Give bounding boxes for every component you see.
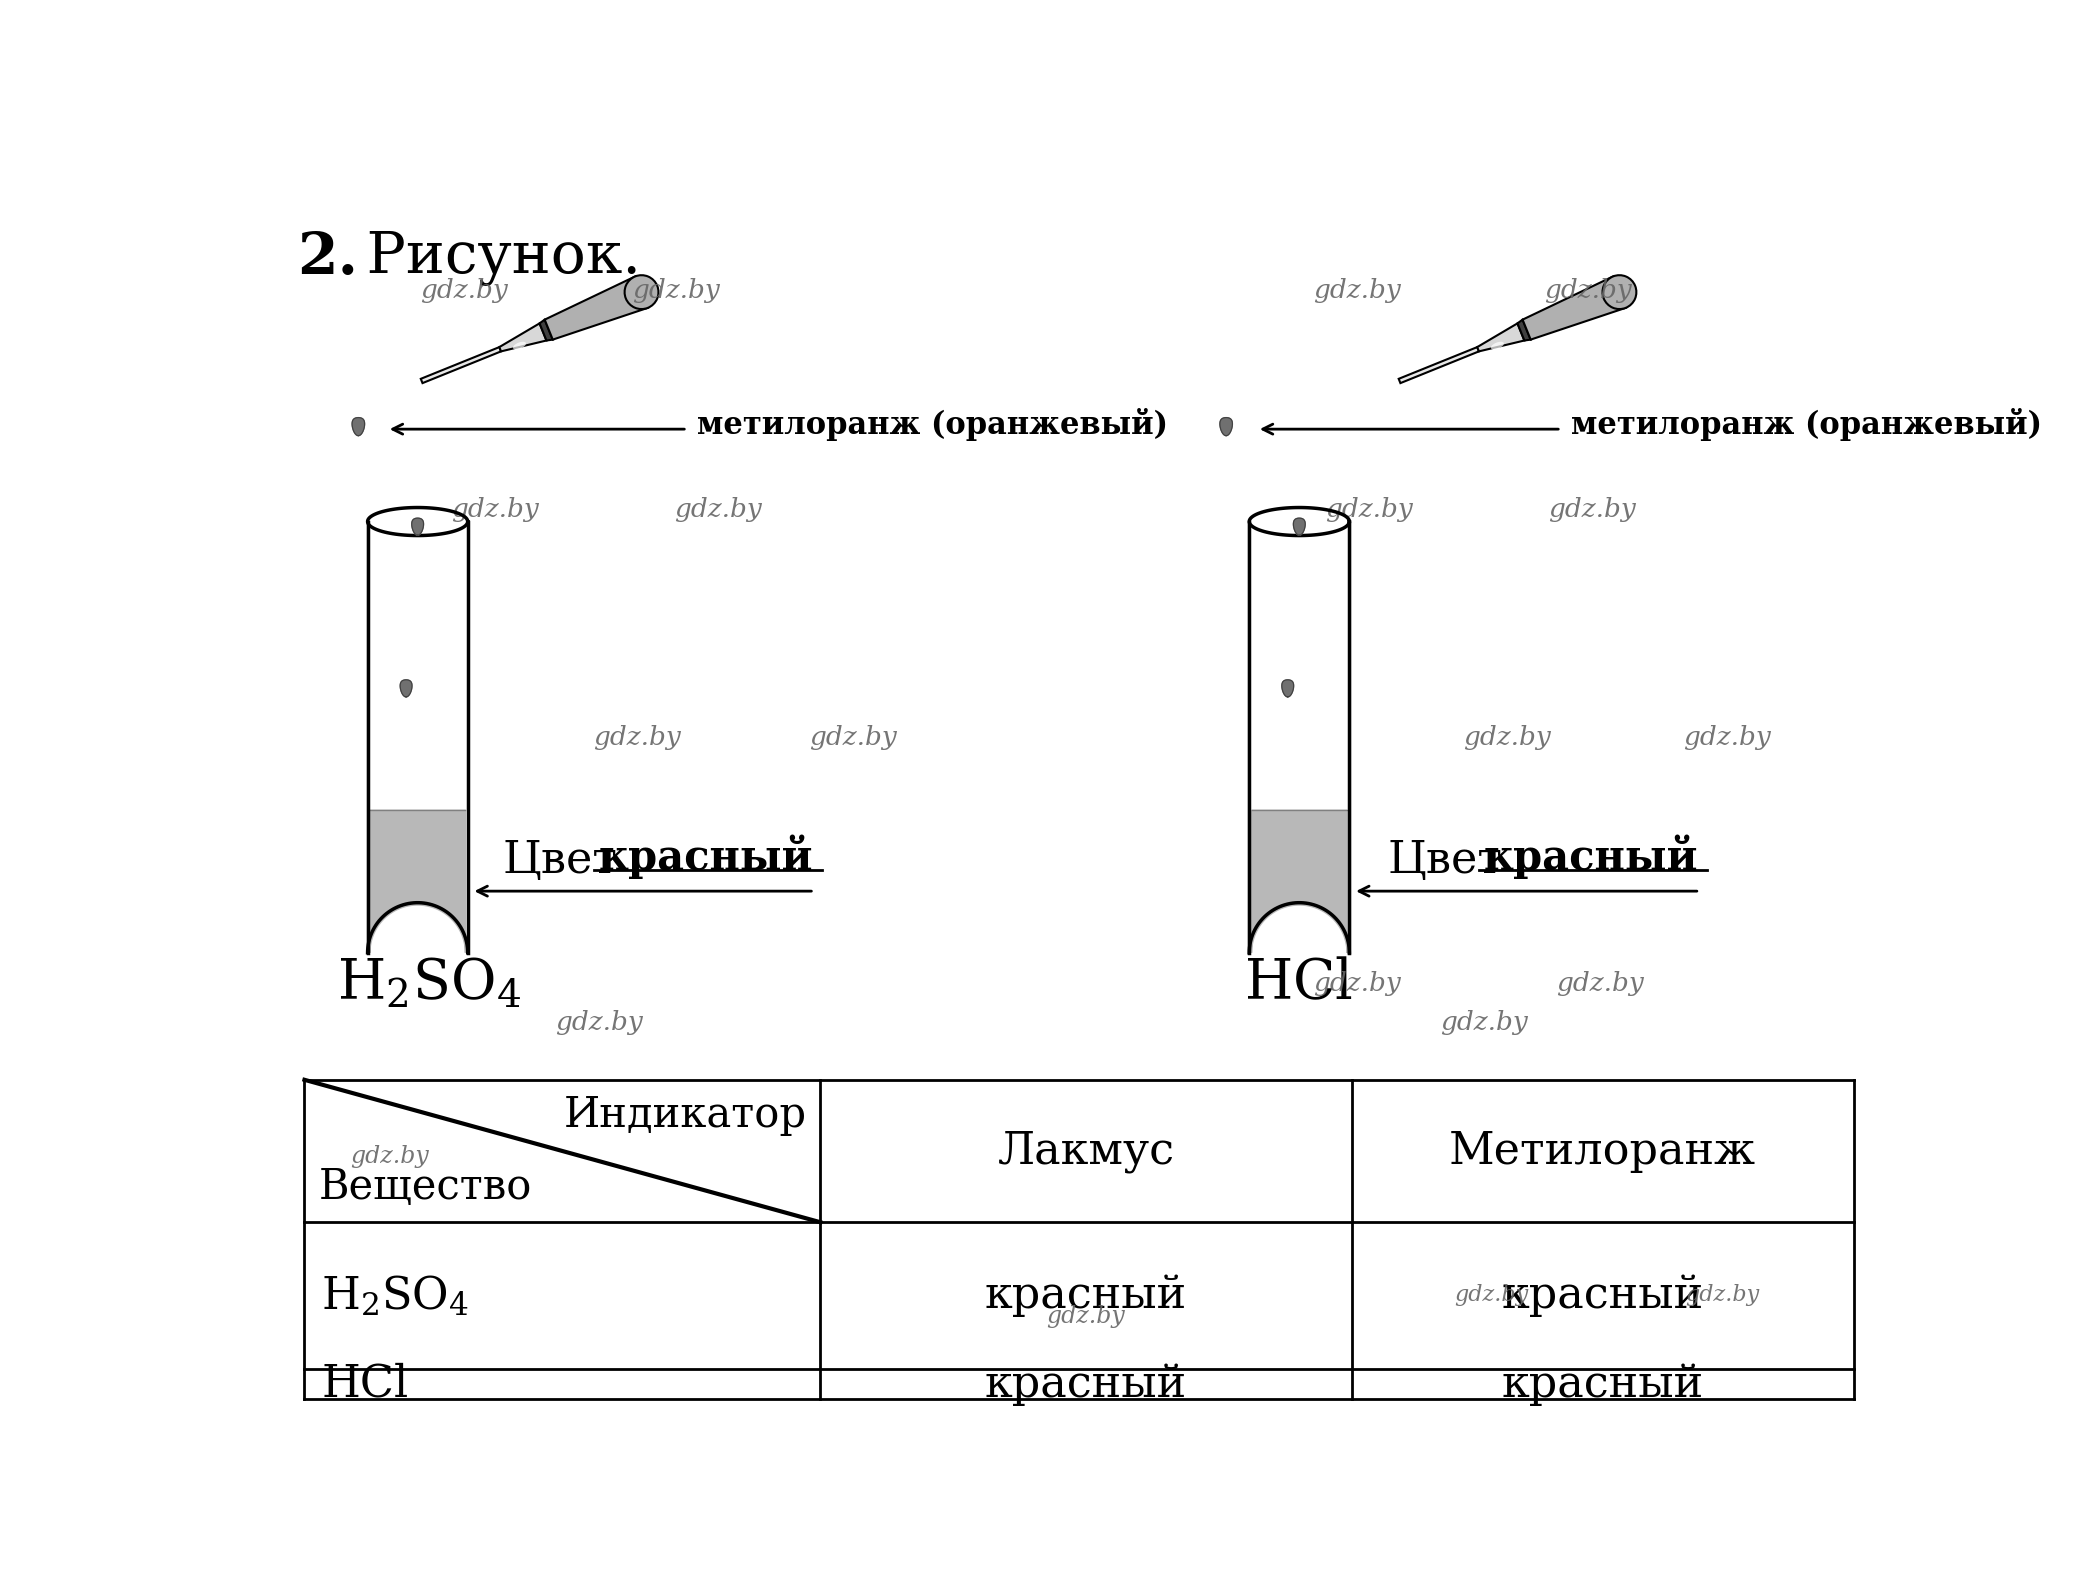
Polygon shape bbox=[499, 324, 545, 351]
Ellipse shape bbox=[625, 275, 659, 309]
Polygon shape bbox=[539, 319, 552, 341]
Text: метилоранж (оранжевый): метилоранж (оранжевый) bbox=[697, 408, 1169, 441]
Polygon shape bbox=[1399, 348, 1479, 382]
Text: Цвет: Цвет bbox=[501, 840, 617, 882]
Ellipse shape bbox=[1603, 275, 1636, 309]
Text: gdz.by: gdz.by bbox=[1313, 278, 1401, 303]
Text: красный: красный bbox=[1502, 1274, 1704, 1317]
Text: gdz.by: gdz.by bbox=[451, 497, 539, 522]
Text: Индикатор: Индикатор bbox=[564, 1093, 806, 1136]
Text: красный: красный bbox=[1502, 1362, 1704, 1406]
Text: gdz.by: gdz.by bbox=[350, 1146, 428, 1168]
Text: gdz.by: gdz.by bbox=[420, 278, 508, 303]
Ellipse shape bbox=[1492, 341, 1504, 349]
Polygon shape bbox=[1253, 811, 1347, 952]
Polygon shape bbox=[545, 276, 648, 340]
Polygon shape bbox=[401, 679, 411, 697]
Text: gdz.by: gdz.by bbox=[1557, 971, 1643, 997]
Text: Вещество: Вещество bbox=[319, 1166, 531, 1208]
Text: gdz.by: gdz.by bbox=[1462, 725, 1550, 749]
Text: красный: красный bbox=[984, 1362, 1187, 1406]
Polygon shape bbox=[422, 348, 501, 382]
Polygon shape bbox=[369, 522, 466, 952]
Text: красный: красный bbox=[984, 1274, 1187, 1317]
Polygon shape bbox=[1219, 417, 1232, 436]
Ellipse shape bbox=[512, 341, 527, 349]
Polygon shape bbox=[352, 417, 365, 436]
Text: gdz.by: gdz.by bbox=[1454, 1284, 1527, 1306]
Text: Рисунок.: Рисунок. bbox=[348, 230, 642, 287]
Text: gdz.by: gdz.by bbox=[1313, 971, 1401, 997]
Polygon shape bbox=[1477, 324, 1525, 351]
Polygon shape bbox=[1517, 319, 1532, 341]
Polygon shape bbox=[1282, 679, 1294, 697]
Text: $\mathdefault{H_2SO_4}$: $\mathdefault{H_2SO_4}$ bbox=[338, 957, 520, 1011]
Polygon shape bbox=[1250, 522, 1347, 952]
Text: gdz.by: gdz.by bbox=[673, 497, 762, 522]
Polygon shape bbox=[1292, 519, 1305, 535]
Text: $\mathdefault{H_2SO_4}$: $\mathdefault{H_2SO_4}$ bbox=[321, 1273, 470, 1317]
Polygon shape bbox=[411, 519, 424, 535]
Text: gdz.by: gdz.by bbox=[1544, 278, 1632, 303]
Text: Метилоранж: Метилоранж bbox=[1450, 1130, 1756, 1173]
Text: gdz.by: gdz.by bbox=[594, 725, 682, 749]
Text: gdz.by: gdz.by bbox=[1047, 1306, 1125, 1328]
Text: gdz.by: gdz.by bbox=[1548, 497, 1636, 522]
Text: gdz.by: gdz.by bbox=[1683, 725, 1771, 749]
Text: HCl: HCl bbox=[321, 1362, 409, 1406]
Text: gdz.by: gdz.by bbox=[810, 725, 896, 749]
Text: gdz.by: gdz.by bbox=[1439, 1009, 1527, 1035]
Text: метилоранж (оранжевый): метилоранж (оранжевый) bbox=[1571, 408, 2041, 441]
Text: красный: красный bbox=[598, 835, 814, 879]
Text: gdz.by: gdz.by bbox=[631, 278, 720, 303]
Polygon shape bbox=[1523, 276, 1626, 340]
Text: 2.: 2. bbox=[296, 230, 359, 287]
Text: Цвет: Цвет bbox=[1389, 840, 1502, 882]
Text: Лакмус: Лакмус bbox=[997, 1130, 1175, 1173]
Text: gdz.by: gdz.by bbox=[1324, 497, 1412, 522]
Polygon shape bbox=[369, 811, 466, 952]
Text: $\mathdefault{HCl}$: $\mathdefault{HCl}$ bbox=[1244, 957, 1353, 1011]
Text: gdz.by: gdz.by bbox=[554, 1009, 642, 1035]
Text: gdz.by: gdz.by bbox=[1685, 1284, 1758, 1306]
Text: красный: красный bbox=[1483, 835, 1699, 879]
